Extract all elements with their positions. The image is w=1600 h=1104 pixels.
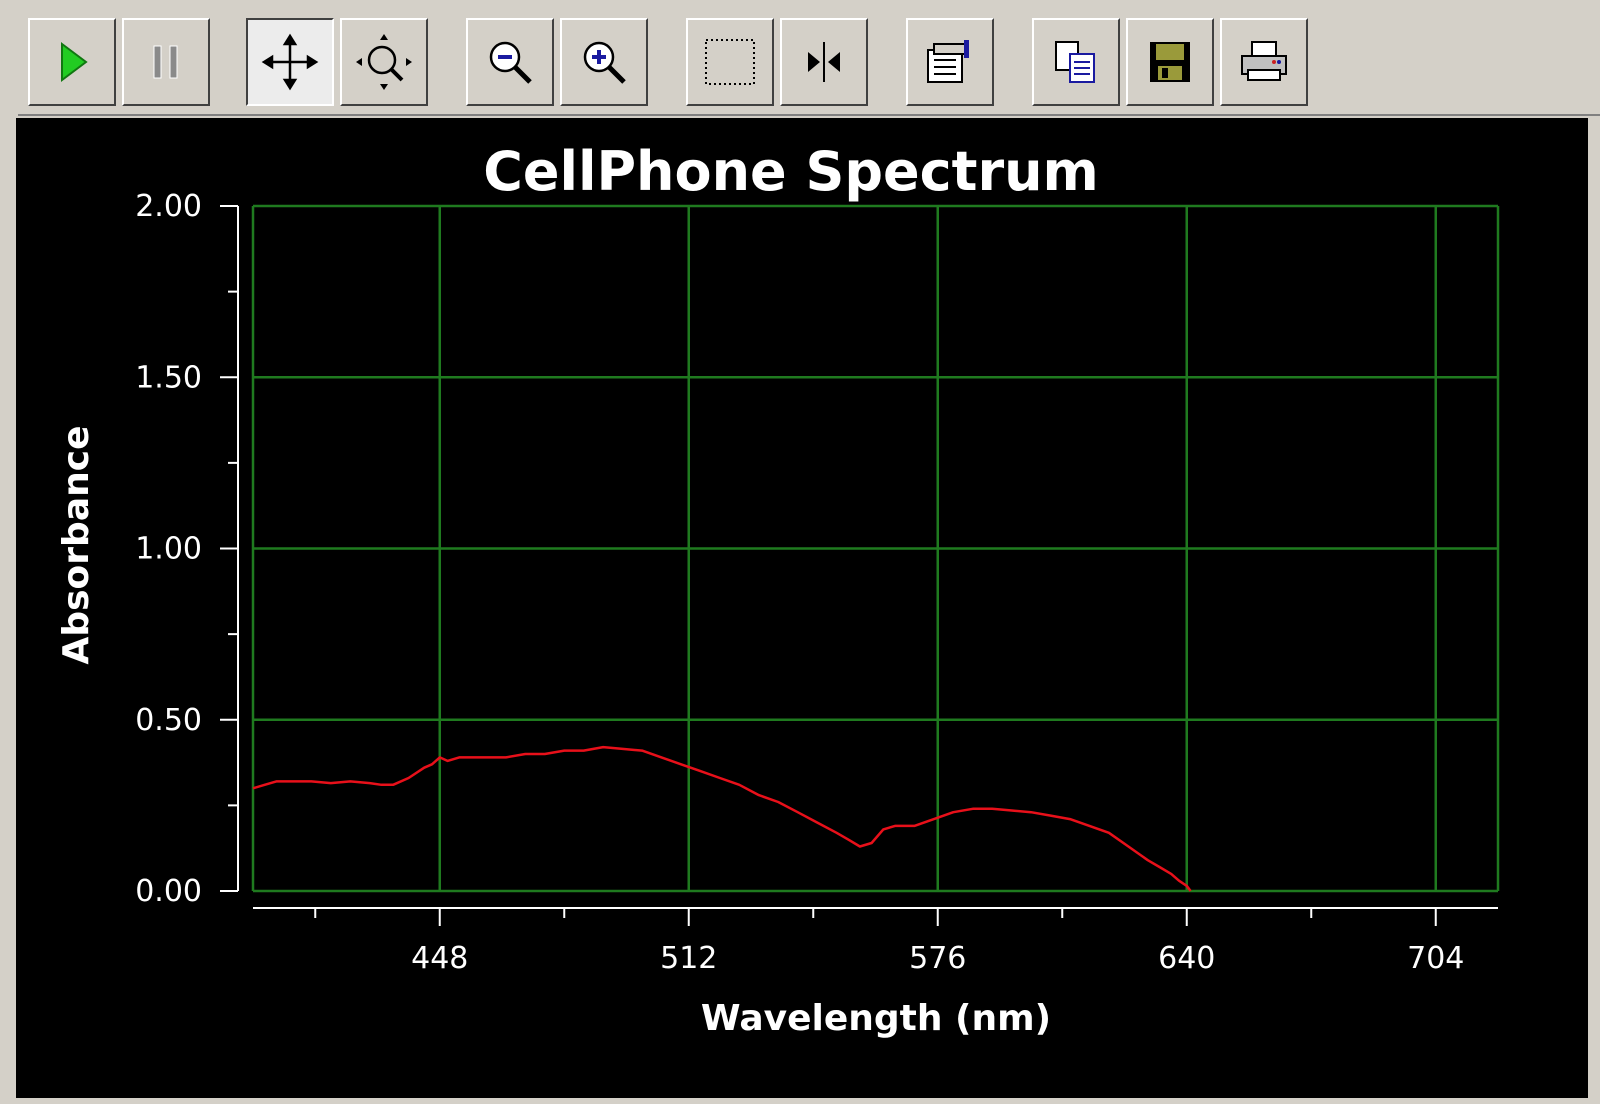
copy-button[interactable] (1032, 18, 1120, 106)
y-tick-label: 0.50 (135, 703, 202, 738)
zoom-in-button[interactable] (560, 18, 648, 106)
pause-icon (153, 45, 178, 79)
x-tick-label: 704 (1407, 941, 1464, 976)
x-tick-label: 640 (1158, 941, 1215, 976)
chart: 0.00 0.50 1.00 1.50 2.00 448 512 576 640 704 CellP… (56, 140, 1500, 1039)
x-tick-label: 576 (909, 941, 966, 976)
move-arrows-icon (261, 33, 319, 91)
x-axis-title: Wavelength (nm) (701, 998, 1051, 1039)
x-tick-label: 448 (411, 941, 468, 976)
zoom-out-button[interactable] (466, 18, 554, 106)
select-region-button[interactable] (686, 18, 774, 106)
play-icon (61, 42, 88, 82)
properties-button[interactable] (906, 18, 994, 106)
y-tick-label: 1.50 (135, 360, 202, 395)
y-axis-title: Absorbance (56, 426, 97, 665)
x-tick-label: 512 (660, 941, 717, 976)
copy-icon (1055, 41, 1095, 83)
pan-button[interactable] (246, 18, 334, 106)
plot-panel: 0.00 0.50 1.00 1.50 2.00 448 512 576 640 704 CellP… (16, 118, 1588, 1098)
y-tick-label: 2.00 (135, 189, 202, 224)
properties-icon (927, 40, 969, 83)
zoom-out-icon (489, 41, 532, 84)
print-button[interactable] (1220, 18, 1308, 106)
printer-icon (1241, 41, 1287, 81)
zoom-in-icon (583, 41, 626, 84)
cursor-button[interactable] (780, 18, 868, 106)
zoom-area-button[interactable] (340, 18, 428, 106)
zoom-area-icon (356, 34, 412, 90)
y-tick-label: 0.00 (135, 874, 202, 909)
chart-title: CellPhone Spectrum (483, 140, 1099, 203)
y-tick-label: 1.00 (135, 532, 202, 567)
save-button[interactable] (1126, 18, 1214, 106)
cursor-marker-icon (808, 42, 840, 82)
play-button[interactable] (28, 18, 116, 106)
pause-button[interactable] (122, 18, 210, 106)
spectrum-trace (252, 745, 1192, 892)
selection-rectangle-icon (705, 39, 755, 85)
floppy-disk-icon (1150, 42, 1190, 82)
toolbar (18, 8, 1600, 116)
